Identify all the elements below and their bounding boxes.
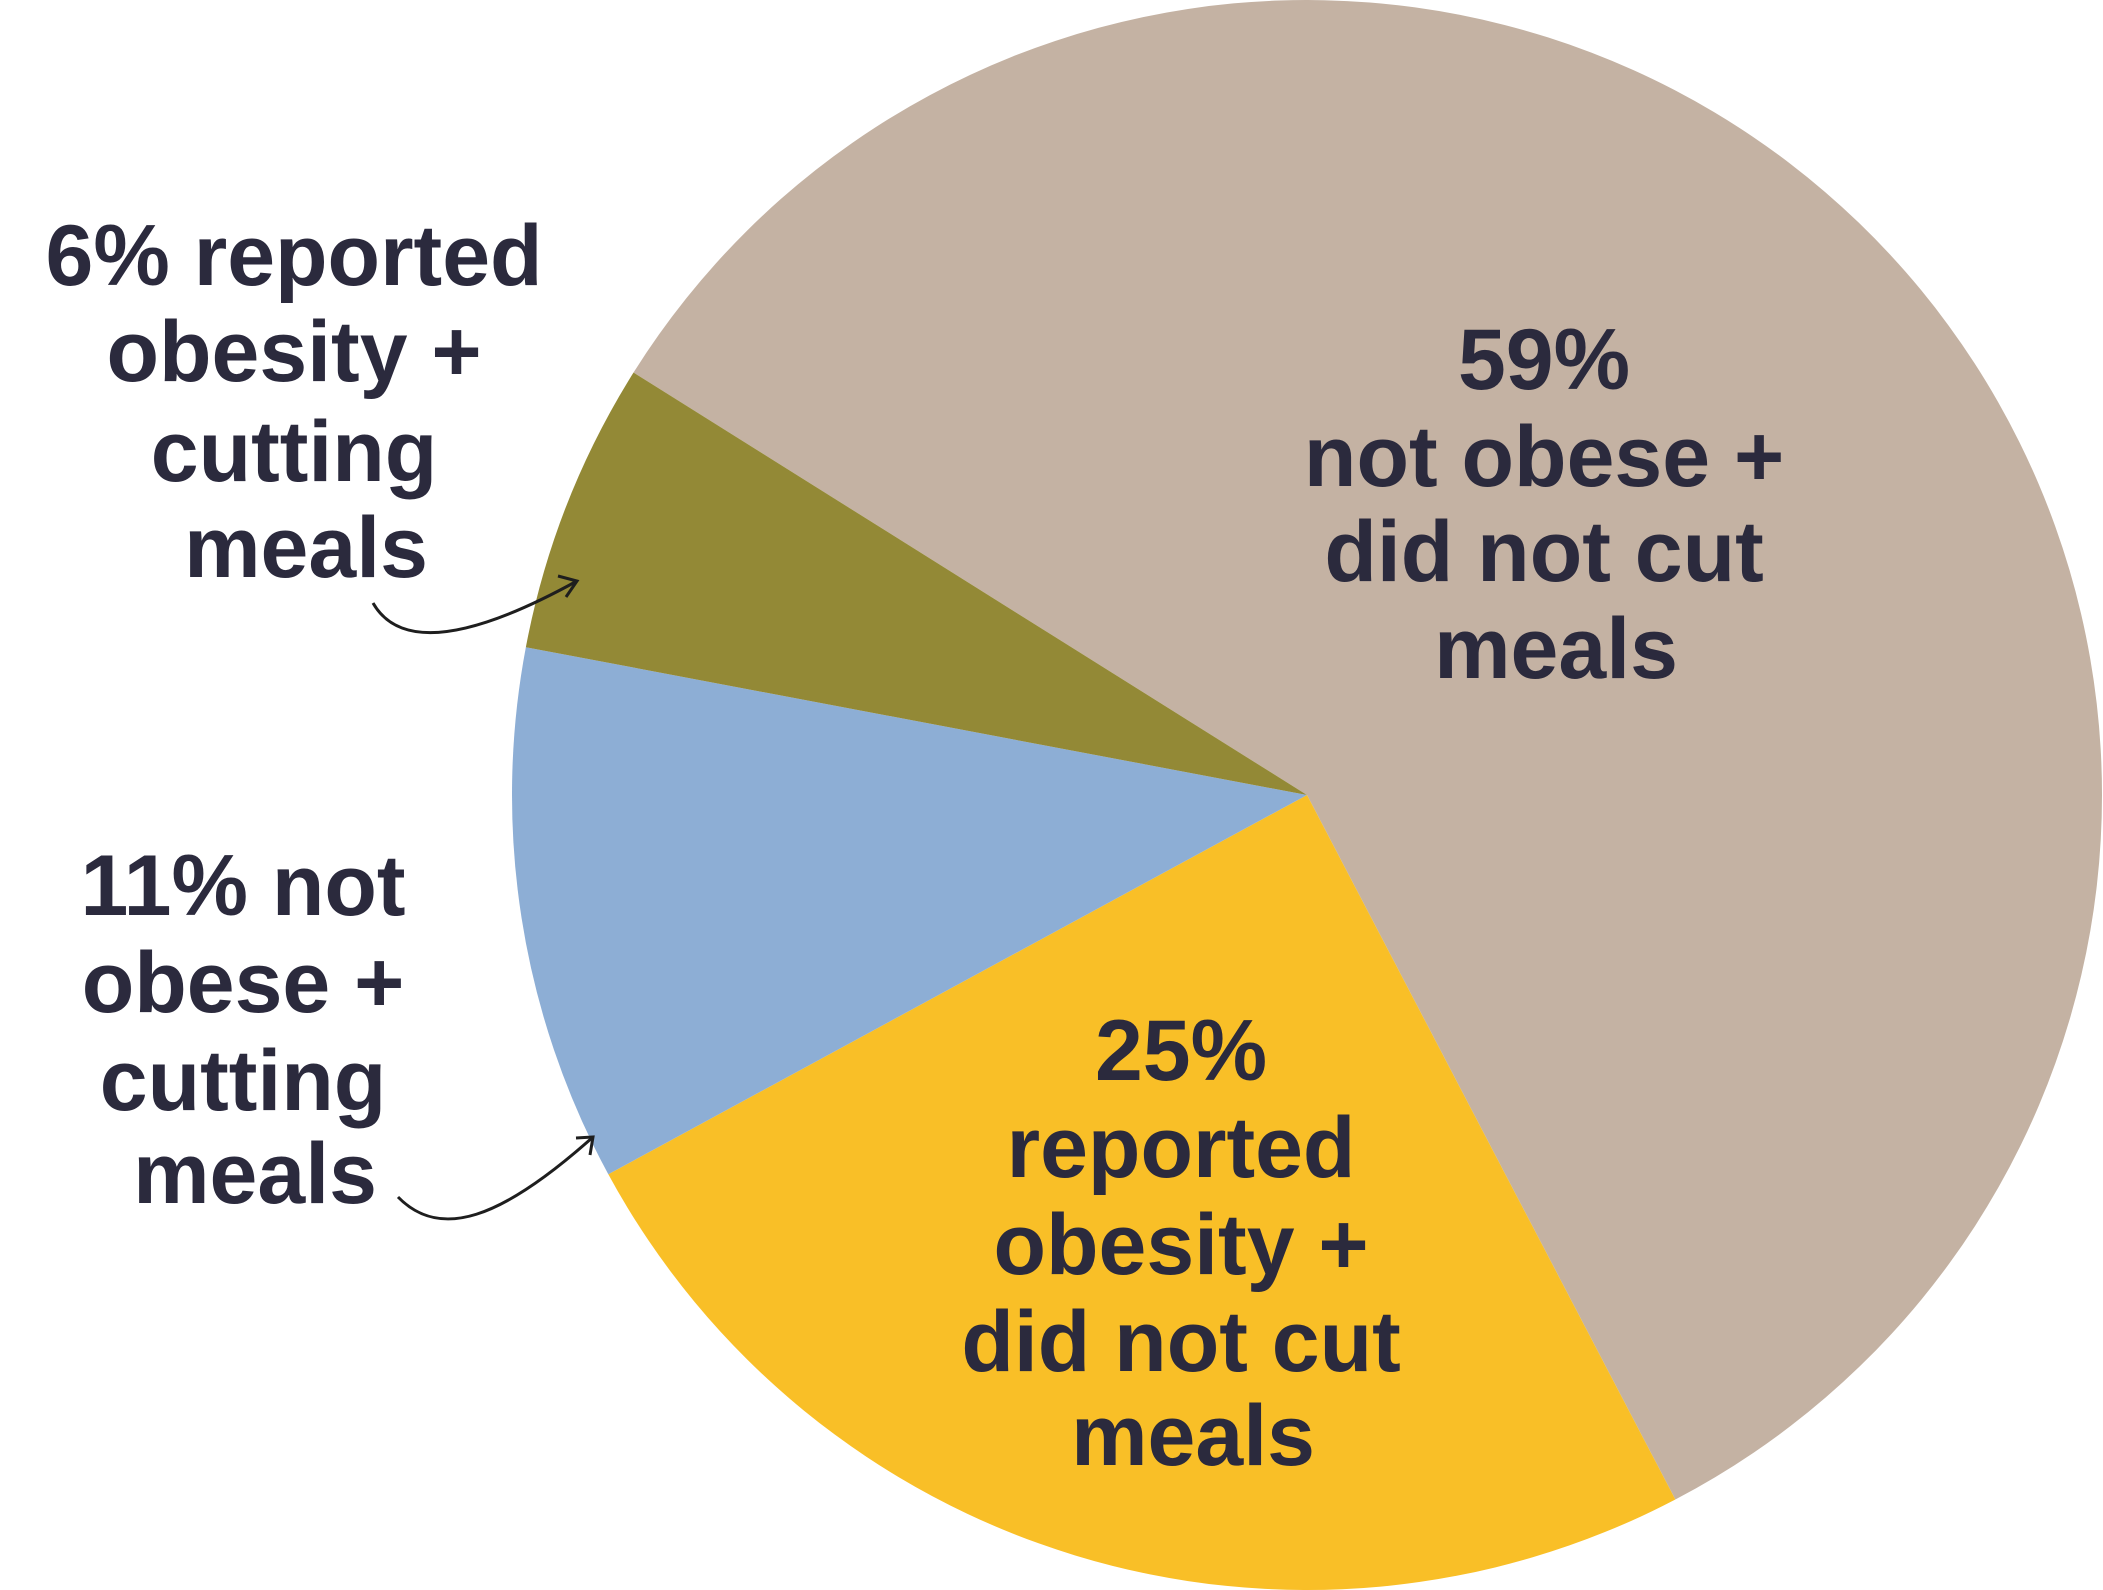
label-line: 59% xyxy=(1458,312,1630,408)
label-line: cutting xyxy=(151,404,438,500)
label-line: meals xyxy=(133,1126,377,1222)
label-line: reported xyxy=(1007,1100,1356,1196)
label-line: obese + xyxy=(82,935,405,1031)
label-line: not obese + xyxy=(1304,409,1784,505)
label-line: obesity + xyxy=(106,304,481,400)
label-not-obese-did-not-cut: 59% not obese + did not cut meals xyxy=(1304,312,1808,697)
label-line: meals xyxy=(1071,1388,1315,1484)
pie-slice-2 xyxy=(512,647,1307,1175)
label-line: did not cut xyxy=(1324,504,1763,600)
label-line: did not cut xyxy=(961,1294,1400,1390)
label-line: 6% reported xyxy=(46,208,543,304)
label-line: cutting xyxy=(100,1033,387,1129)
label-not-obese-cutting: 11% not obese + cutting meals xyxy=(81,838,430,1222)
pie-slice-1 xyxy=(608,795,1676,1590)
label-obesity-did-not-cut: 25% reported obesity + did not cut meals xyxy=(961,1003,1424,1484)
pie-slices xyxy=(512,0,2102,1590)
label-line: meals xyxy=(184,500,428,596)
arrow-to-not-obese-cutting-slice xyxy=(396,1135,595,1221)
label-line: obesity + xyxy=(993,1197,1368,1293)
pie-slice-3 xyxy=(525,372,1307,795)
label-obesity-cutting: 6% reported obesity + cutting meals xyxy=(46,208,567,596)
arrow-to-obesity-cutting-slice xyxy=(371,574,580,635)
pie-slice-0 xyxy=(633,0,2102,1500)
label-line: meals xyxy=(1434,601,1678,697)
label-line: 11% not xyxy=(81,838,406,934)
label-line: 25% xyxy=(1095,1003,1267,1099)
